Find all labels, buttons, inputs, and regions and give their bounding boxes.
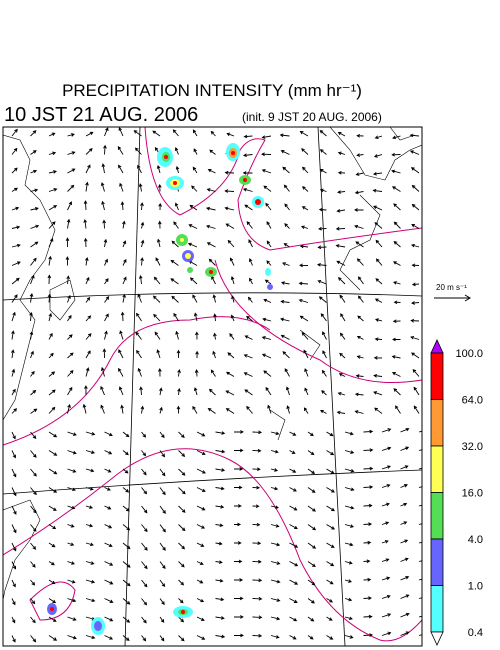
colorbar-bottom-triangle [430,631,444,646]
wind-vectors [10,127,422,643]
colorbar-segment [430,399,444,447]
colorbar: 100.0 64.0 32.0 16.0 4.0 1.0 0.4 [430,339,483,646]
wind-arrows [10,127,422,643]
map-frame [2,126,423,647]
colorbar-segment [430,352,444,400]
colorbar-segment [430,445,444,493]
colorbar-label: 4.0 [468,534,483,546]
graticule [3,127,422,646]
colorbar-label: 0.4 [468,627,483,639]
precipitation [47,143,273,635]
valid-time: 10 JST 21 AUG. 2006 [4,104,198,126]
colorbar-label: 64.0 [462,395,483,407]
colorbar-top-triangle [430,339,444,354]
colorbar-label: 32.0 [462,441,483,453]
colorbar-label: 1.0 [468,581,483,593]
vector-legend-label: 20 m s⁻¹ [436,283,467,292]
vector-legend-arrow [434,294,471,302]
colorbar-segment [430,492,444,540]
init-time: (init. 9 JST 20 AUG. 2006) [242,110,382,124]
map [3,127,422,646]
colorbar-label: 100.0 [455,348,483,360]
coastlines [3,127,422,601]
contours [3,127,422,642]
colorbar-segment [430,585,444,633]
colorbar-segment [430,538,444,586]
title: PRECIPITATION INTENSITY (mm hr⁻¹) [62,81,362,100]
colorbar-label: 16.0 [462,488,483,500]
